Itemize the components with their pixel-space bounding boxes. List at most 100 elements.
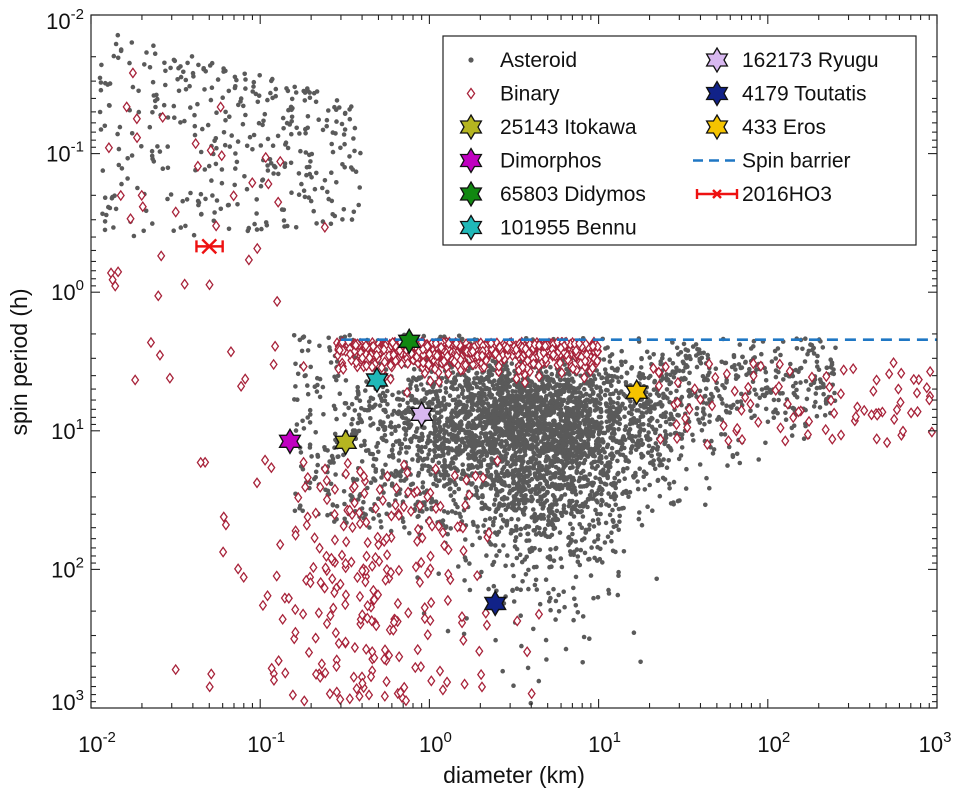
asteroid-point: [604, 472, 609, 478]
asteroid-point: [256, 93, 262, 98]
asteroid-point: [573, 574, 579, 580]
asteroid-point: [441, 395, 447, 401]
asteroid-point: [393, 428, 398, 434]
asteroid-point: [458, 419, 464, 424]
asteroid-point: [616, 573, 621, 578]
asteroid-point: [437, 403, 443, 409]
asteroid-point: [550, 430, 556, 436]
asteroid-point: [449, 509, 455, 514]
asteroid-point: [573, 539, 578, 544]
asteroid-point: [709, 438, 714, 444]
asteroid-point: [547, 564, 552, 570]
asteroid-point: [594, 406, 600, 412]
asteroid-point: [305, 348, 311, 353]
asteroid-point: [303, 126, 308, 132]
asteroid-point: [409, 379, 414, 384]
asteroid-point: [518, 587, 523, 593]
asteroid-point: [722, 385, 727, 391]
asteroid-point: [520, 454, 526, 460]
asteroid-point: [254, 227, 260, 232]
asteroid-point: [389, 447, 395, 453]
asteroid-point: [359, 459, 365, 464]
asteroid-point: [510, 388, 515, 394]
asteroid-point: [602, 367, 608, 372]
asteroid-point: [599, 460, 604, 466]
asteroid-point: [599, 491, 604, 497]
asteroid-point: [814, 385, 820, 391]
asteroid-point: [376, 449, 381, 455]
asteroid-point: [764, 390, 769, 396]
asteroid-point: [161, 102, 167, 108]
asteroid-point: [566, 455, 572, 461]
asteroid-point: [684, 355, 689, 361]
asteroid-point: [251, 84, 256, 89]
asteroid-point: [560, 388, 565, 394]
asteroid-point: [820, 345, 826, 350]
asteroid-point: [690, 432, 695, 438]
asteroid-point: [493, 420, 498, 425]
asteroid-point: [690, 344, 696, 349]
asteroid-point: [598, 409, 604, 415]
asteroid-point: [531, 422, 537, 427]
asteroid-point: [537, 547, 543, 553]
asteroid-point: [619, 374, 624, 380]
asteroid-point: [822, 413, 828, 418]
asteroid-point: [355, 420, 361, 426]
asteroid-point: [484, 431, 489, 437]
asteroid-point: [647, 482, 652, 488]
asteroid-point: [605, 460, 611, 466]
asteroid-point: [557, 470, 562, 476]
asteroid-point: [621, 435, 626, 440]
asteroid-point: [178, 74, 184, 80]
asteroid-point: [489, 372, 495, 378]
asteroid-point: [529, 380, 535, 385]
asteroid-point: [323, 487, 328, 493]
asteroid-point: [542, 493, 548, 498]
asteroid-point: [524, 389, 530, 394]
asteroid-point: [243, 77, 248, 82]
asteroid-point: [740, 354, 745, 360]
asteroid-point: [661, 411, 666, 417]
asteroid-point: [561, 461, 566, 467]
asteroid-point: [196, 202, 201, 208]
asteroid-point: [289, 131, 294, 137]
asteroid-point: [497, 548, 502, 554]
asteroid-point: [562, 604, 567, 610]
asteroid-point: [214, 110, 219, 115]
asteroid-point: [607, 410, 612, 415]
asteroid-point: [590, 447, 595, 453]
asteroid-point: [546, 590, 551, 596]
asteroid-point: [449, 460, 454, 465]
asteroid-point: [500, 668, 506, 674]
asteroid-point: [207, 63, 213, 68]
asteroid-point: [446, 402, 452, 408]
asteroid-point: [631, 630, 637, 635]
asteroid-point: [588, 428, 593, 434]
asteroid-point: [417, 455, 423, 461]
asteroid-point: [172, 115, 177, 120]
asteroid-point: [777, 391, 783, 396]
asteroid-point: [443, 386, 449, 391]
asteroid-point: [265, 97, 270, 103]
asteroid-point: [678, 453, 684, 458]
asteroid-point: [651, 403, 657, 409]
asteroid-point: [441, 468, 447, 473]
asteroid-point: [597, 428, 603, 434]
asteroid-point: [294, 422, 300, 427]
asteroid-point: [558, 432, 563, 438]
asteroid-point: [755, 403, 760, 408]
asteroid-point: [531, 507, 536, 512]
asteroid-point: [254, 197, 259, 202]
asteroid-point: [382, 433, 388, 438]
asteroid-point: [571, 426, 576, 431]
asteroid-point: [485, 409, 491, 414]
asteroid-point: [268, 90, 273, 96]
asteroid-point: [460, 462, 466, 468]
asteroid-point: [102, 123, 108, 129]
asteroid-point: [461, 631, 467, 637]
asteroid-point: [497, 426, 503, 432]
asteroid-point: [521, 498, 526, 503]
asteroid-point: [545, 522, 551, 528]
asteroid-point: [587, 471, 592, 477]
asteroid-point: [577, 399, 583, 405]
